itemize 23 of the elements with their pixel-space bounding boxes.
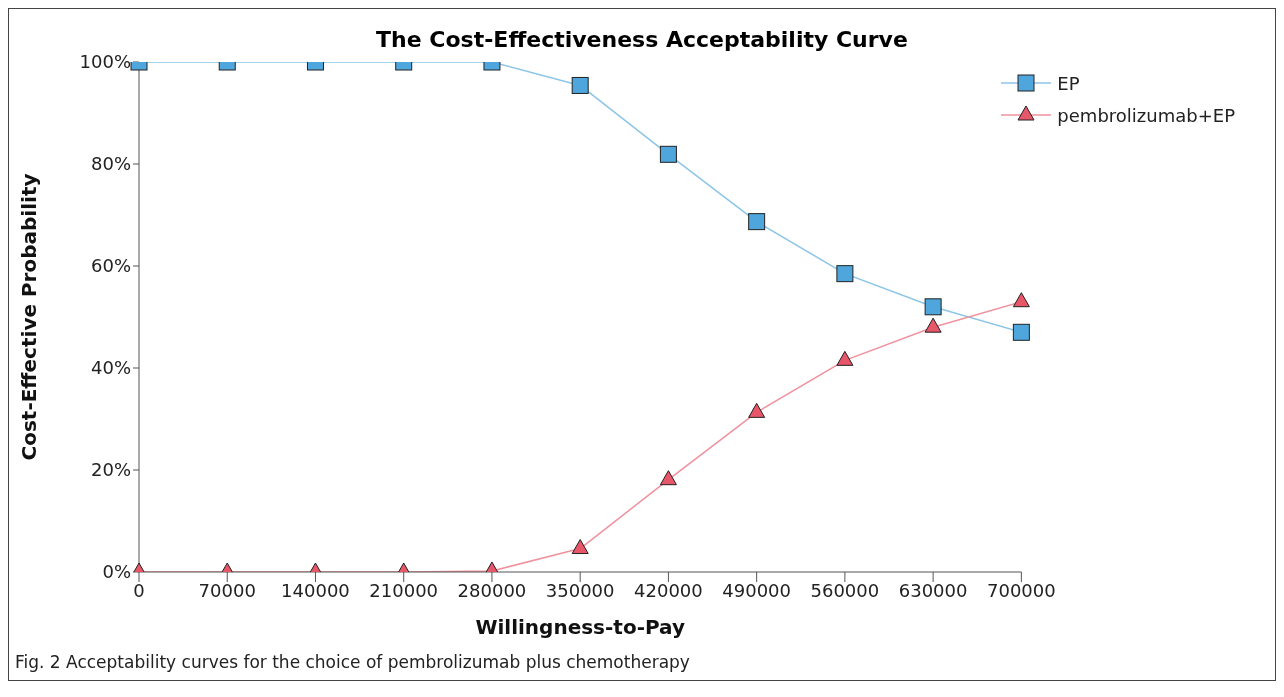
chart-title: The Cost-Effectiveness Acceptability Curve <box>375 27 909 52</box>
x-tick-label: 140000 <box>281 579 350 601</box>
x-tick-label: 70000 <box>198 579 256 601</box>
x-tick-label: 560000 <box>810 579 880 601</box>
x-tick-label: 210000 <box>369 579 439 601</box>
x-axis-title: Willingness-to-Pay <box>475 615 685 639</box>
legend-label: pembrolizumab+EP <box>1057 104 1235 126</box>
x-tick-label: 0 <box>133 579 145 601</box>
x-tick-label: 700000 <box>987 579 1056 601</box>
y-tick-label: 0% <box>102 561 131 583</box>
y-tick-label: 20% <box>90 459 131 481</box>
x-tick-label: 350000 <box>545 579 615 601</box>
y-tick-label: 40% <box>90 357 131 379</box>
y-tick-label: 60% <box>90 255 131 277</box>
x-tick-label: 420000 <box>634 579 703 601</box>
x-tick-label: 490000 <box>722 579 792 601</box>
y-tick-label: 80% <box>90 153 131 175</box>
y-tick-label: 100% <box>79 51 131 73</box>
x-tick-label: 630000 <box>898 579 968 601</box>
y-axis-title: Cost-Effective Probability <box>17 173 42 461</box>
legend-label: EP <box>1057 72 1080 94</box>
caption: Fig. 2 Acceptability curves for the choice of pembrolizumab plus chemotherapy <box>15 652 691 672</box>
x-tick-label: 280000 <box>457 579 527 601</box>
